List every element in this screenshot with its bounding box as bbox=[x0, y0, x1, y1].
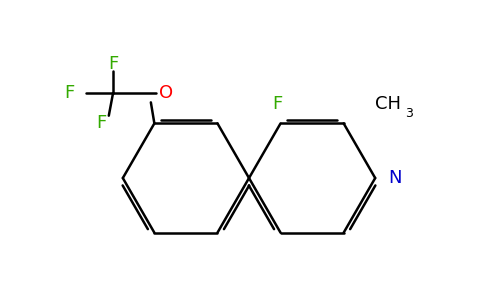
Text: F: F bbox=[272, 95, 282, 113]
Text: F: F bbox=[97, 114, 107, 132]
Text: 3: 3 bbox=[405, 107, 413, 120]
Text: F: F bbox=[108, 55, 118, 73]
Text: F: F bbox=[64, 84, 75, 102]
Text: CH: CH bbox=[375, 95, 401, 113]
Text: N: N bbox=[388, 169, 401, 187]
Text: O: O bbox=[159, 84, 173, 102]
